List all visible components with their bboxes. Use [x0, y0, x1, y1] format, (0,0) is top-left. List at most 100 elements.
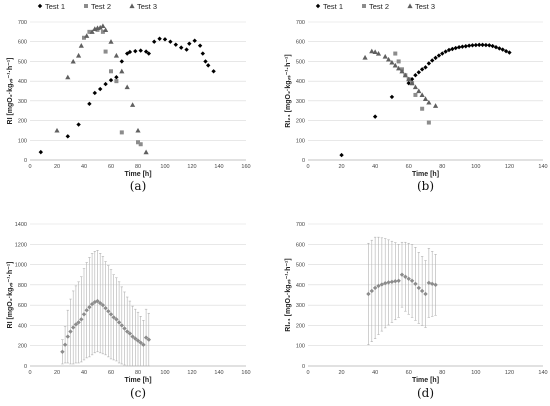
y-tick-label: 100: [18, 138, 27, 144]
data-point: [192, 38, 197, 43]
data-point: [200, 51, 205, 56]
data-point: [103, 81, 108, 87]
data-point: [82, 35, 86, 40]
y-tick-label: 400: [18, 79, 27, 85]
data-point: [103, 49, 108, 54]
y-tick-label: 200: [296, 119, 305, 125]
data-point: [100, 23, 106, 29]
data-point: [477, 42, 482, 48]
data-point: [396, 65, 402, 71]
data-point: [466, 43, 472, 48]
data-point: [385, 56, 392, 62]
data-point: [409, 80, 415, 86]
data-point: [122, 326, 127, 331]
data-point: [130, 334, 135, 339]
y-tick-label: 0: [24, 158, 27, 164]
data-point: [483, 42, 489, 48]
x-tick-label: 40: [81, 370, 87, 376]
data-point: [379, 282, 385, 287]
x-tick-label: 20: [54, 370, 60, 376]
data-point: [497, 46, 502, 51]
x-tick-label: 160: [241, 370, 250, 376]
legend-item: Test 3: [407, 2, 435, 11]
legend-item: Test 2: [84, 2, 111, 11]
y-tick-label: 500: [296, 59, 305, 65]
data-point: [372, 114, 378, 119]
data-point: [440, 51, 445, 56]
data-point: [389, 59, 395, 65]
data-point: [114, 317, 119, 322]
data-point: [382, 53, 388, 59]
data-point: [419, 288, 425, 294]
data-point: [339, 152, 344, 158]
data-point: [197, 43, 203, 48]
data-point: [206, 63, 211, 68]
data-point: [187, 41, 192, 46]
legend-label: Test 2: [91, 2, 111, 11]
legend-marker: [315, 3, 321, 9]
data-point: [84, 33, 90, 38]
data-point: [184, 47, 189, 52]
data-point: [416, 285, 421, 291]
data-point: [38, 149, 43, 155]
data-point: [450, 46, 455, 52]
y-tick-label: 700: [296, 20, 305, 26]
data-point: [490, 43, 495, 49]
data-point: [60, 349, 65, 354]
data-point: [422, 96, 429, 101]
data-point: [402, 72, 408, 78]
data-point: [372, 49, 378, 55]
data-point: [98, 86, 103, 92]
data-point: [95, 298, 100, 304]
data-point: [460, 44, 465, 49]
data-point: [87, 304, 92, 310]
data-point: [76, 320, 81, 325]
data-point: [141, 342, 146, 347]
x-tick-label: 80: [135, 370, 141, 376]
x-tick-label: 140: [214, 164, 223, 170]
x-axis-label: Time [h]: [124, 377, 151, 384]
data-point: [146, 337, 151, 342]
data-point: [157, 36, 162, 41]
series-test-2: [393, 51, 431, 125]
x-tick-label: 100: [160, 164, 169, 170]
data-point: [108, 77, 114, 83]
series-test-3: [54, 23, 149, 155]
data-point: [136, 140, 140, 145]
data-point: [480, 42, 485, 48]
data-point: [409, 76, 415, 82]
data-point: [419, 92, 425, 98]
data-point: [426, 61, 432, 66]
data-point: [369, 288, 374, 294]
data-point: [109, 69, 113, 74]
data-point: [127, 49, 133, 55]
data-point: [376, 283, 381, 289]
data-point: [130, 102, 136, 107]
x-tick-label: 100: [471, 370, 480, 376]
data-point: [416, 88, 422, 94]
x-tick-label: 0: [28, 164, 31, 170]
data-point: [436, 53, 442, 58]
legend-item: Test 1: [315, 2, 343, 11]
data-point: [396, 59, 401, 64]
data-point: [76, 52, 82, 58]
data-point: [143, 335, 149, 340]
x-tick-label: 20: [339, 164, 345, 170]
x-tick-label: 20: [54, 164, 60, 170]
data-point: [362, 54, 368, 60]
y-tick-label: 600: [18, 40, 27, 46]
data-point: [211, 69, 216, 74]
panel-caption: (c): [130, 386, 146, 400]
data-point: [65, 74, 71, 80]
data-point: [503, 48, 509, 54]
data-point: [420, 106, 425, 111]
y-tick-label: 300: [18, 99, 27, 105]
data-point: [103, 305, 108, 311]
data-point: [133, 48, 138, 54]
x-tick-label: 120: [505, 164, 514, 170]
data-point: [92, 90, 97, 96]
legend-marker: [362, 4, 366, 8]
data-point: [71, 325, 76, 330]
data-point: [419, 67, 425, 72]
